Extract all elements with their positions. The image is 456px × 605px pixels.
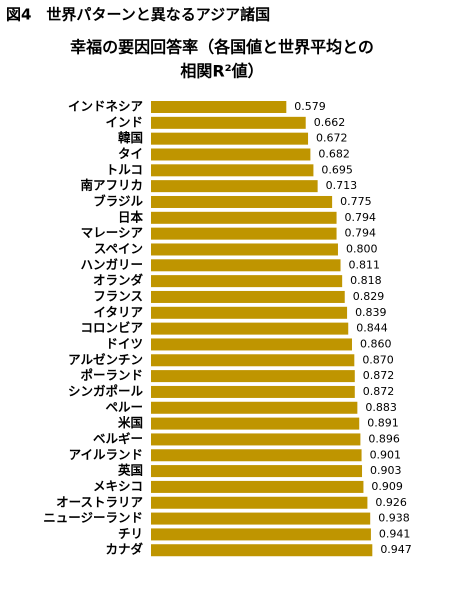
bar — [151, 195, 333, 208]
y-tick-label: ハンガリー — [80, 257, 143, 272]
y-tick-label: タイ — [118, 146, 143, 161]
bar — [151, 322, 349, 335]
bar — [151, 290, 345, 303]
bar — [151, 306, 348, 319]
bar — [151, 211, 337, 224]
y-tick-label: 日本 — [118, 209, 144, 224]
bar — [151, 164, 314, 177]
bar — [151, 465, 363, 478]
y-tick-label: イタリア — [93, 304, 143, 319]
chart-subtitle: 幸福の要因回答率（各国値と世界平均との — [70, 38, 374, 57]
y-tick-label: インド — [105, 114, 143, 129]
value-label: 0.800 — [346, 242, 378, 255]
bar — [151, 243, 338, 256]
y-tick-label: シンガポール — [68, 383, 144, 398]
value-label: 0.794 — [345, 227, 377, 240]
bar — [151, 227, 337, 240]
bar — [151, 401, 358, 414]
value-label: 0.695 — [321, 163, 353, 176]
y-tick-label: カナダ — [105, 542, 143, 557]
y-tick-label: スペイン — [94, 241, 143, 256]
bar — [151, 433, 361, 446]
value-label: 0.839 — [355, 306, 387, 319]
bar — [151, 512, 371, 525]
y-tick-label: 英国 — [118, 463, 143, 478]
value-label: 0.775 — [340, 195, 372, 208]
y-tick-label: 韓国 — [118, 130, 143, 145]
bar — [151, 132, 309, 145]
value-label: 0.811 — [349, 258, 381, 271]
value-label: 0.870 — [362, 353, 394, 366]
bar — [151, 180, 318, 193]
y-tick-label: ポーランド — [80, 368, 143, 383]
y-tick-label: ニュージーランド — [43, 510, 143, 525]
y-tick-label: 米国 — [117, 415, 143, 430]
bar — [151, 148, 311, 161]
value-label: 0.818 — [350, 274, 382, 287]
bar — [151, 480, 364, 493]
value-label: 0.579 — [294, 100, 326, 113]
chart-subtitle: 相関R²値） — [180, 62, 263, 81]
value-label: 0.901 — [370, 448, 402, 461]
y-tick-label: マレーシア — [81, 225, 143, 240]
value-label: 0.903 — [370, 464, 402, 477]
bar — [151, 370, 355, 383]
value-label: 0.941 — [379, 527, 411, 540]
y-tick-label: ペルー — [105, 399, 143, 414]
bar — [151, 354, 355, 367]
value-label: 0.662 — [314, 116, 346, 129]
y-tick-label: オランダ — [93, 273, 144, 288]
value-label: 0.844 — [356, 322, 388, 335]
bar — [151, 338, 352, 351]
chart-title: 図4 世界パターンと異なるアジア諸国 — [6, 6, 270, 24]
value-label: 0.860 — [360, 337, 392, 350]
value-label: 0.713 — [326, 179, 358, 192]
bar — [151, 449, 362, 462]
bar — [151, 496, 368, 509]
y-tick-label: ドイツ — [105, 336, 143, 351]
value-label: 0.891 — [367, 417, 399, 430]
value-label: 0.672 — [316, 132, 348, 145]
y-tick-label: フランス — [93, 288, 143, 303]
bar — [151, 116, 306, 129]
value-label: 0.926 — [375, 496, 407, 509]
y-tick-label: ベルギー — [93, 431, 143, 446]
bar — [151, 275, 343, 288]
value-label: 0.872 — [363, 369, 395, 382]
value-label: 0.938 — [378, 512, 410, 525]
y-tick-label: アルゼンチン — [68, 352, 143, 367]
y-tick-label: オーストラリア — [56, 494, 143, 509]
bar — [151, 259, 341, 272]
bar — [151, 544, 373, 557]
bar — [151, 385, 355, 398]
value-label: 0.794 — [345, 211, 377, 224]
y-tick-label: 南アフリカ — [80, 178, 143, 193]
y-tick-label: インドネシア — [68, 99, 143, 114]
y-tick-label: アイルランド — [69, 447, 143, 462]
y-tick-label: コロンビア — [80, 320, 143, 335]
y-tick-label: チリ — [118, 526, 143, 541]
y-tick-label: ブラジル — [93, 193, 143, 208]
value-label: 0.829 — [353, 290, 385, 303]
value-label: 0.909 — [371, 480, 403, 493]
bar — [151, 528, 371, 541]
value-label: 0.896 — [368, 432, 400, 445]
y-tick-label: メキシコ — [93, 478, 143, 493]
value-label: 0.883 — [365, 401, 397, 414]
value-label: 0.682 — [318, 147, 350, 160]
value-label: 0.947 — [380, 543, 412, 556]
bar — [151, 101, 287, 113]
bar — [151, 417, 360, 430]
y-tick-label: トルコ — [106, 162, 143, 177]
value-label: 0.872 — [363, 385, 395, 398]
